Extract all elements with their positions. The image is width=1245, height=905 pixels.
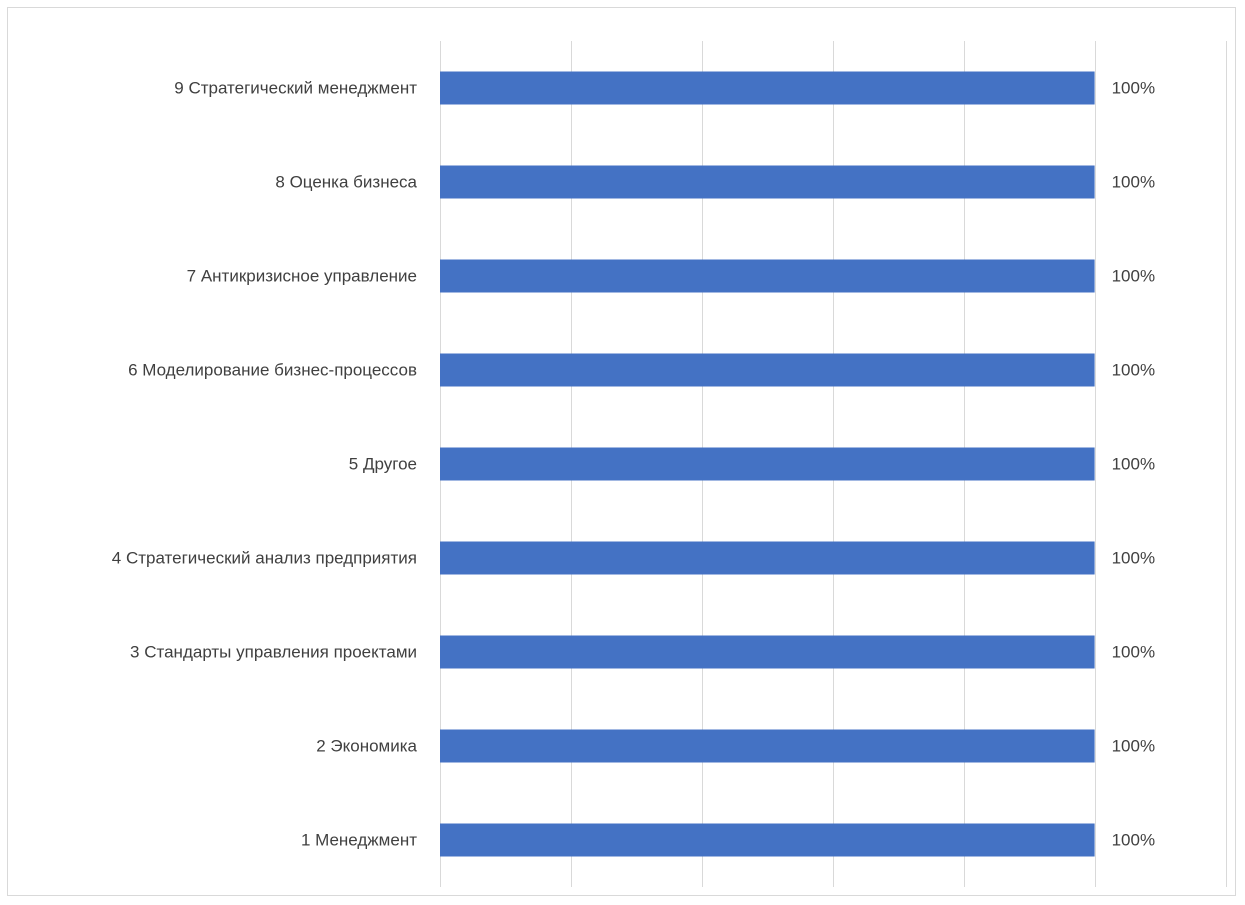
bars xyxy=(440,71,1095,857)
data-label-7: 100% xyxy=(1112,267,1155,286)
bar-9 xyxy=(440,71,1095,105)
category-labels: 9 Стратегический менеджмент 8 Оценка бизн… xyxy=(112,79,418,850)
category-label-2: 2 Экономика xyxy=(316,737,417,756)
data-label-4: 100% xyxy=(1112,549,1155,568)
category-label-5: 5 Другое xyxy=(349,455,417,474)
category-label-8: 8 Оценка бизнеса xyxy=(275,173,417,192)
data-label-3: 100% xyxy=(1112,643,1155,662)
category-label-1: 1 Менеджмент xyxy=(301,831,417,850)
bar-2 xyxy=(440,729,1095,763)
category-label-9: 9 Стратегический менеджмент xyxy=(174,79,417,98)
bar-3 xyxy=(440,635,1095,669)
data-label-1: 100% xyxy=(1112,831,1155,850)
data-label-8: 100% xyxy=(1112,173,1155,192)
data-label-5: 100% xyxy=(1112,455,1155,474)
bar-chart: 9 Стратегический менеджмент 8 Оценка бизн… xyxy=(112,41,1227,887)
data-labels: 100% 100% 100% 100% 100% 100% 100% 100% 100% xyxy=(1112,79,1155,850)
data-label-6: 100% xyxy=(1112,361,1155,380)
data-label-2: 100% xyxy=(1112,737,1155,756)
data-label-9: 100% xyxy=(1112,79,1155,98)
category-label-6: 6 Моделирование бизнес-процессов xyxy=(128,361,417,380)
category-label-3: 3 Стандарты управления проектами xyxy=(130,643,417,662)
bar-7 xyxy=(440,259,1095,293)
bar-8 xyxy=(440,165,1095,199)
category-label-7: 7 Антикризисное управление xyxy=(187,267,417,286)
bar-4 xyxy=(440,541,1095,575)
bar-5 xyxy=(440,447,1095,481)
bar-1 xyxy=(440,823,1095,857)
bar-6 xyxy=(440,353,1095,387)
chart-frame: 9 Стратегический менеджмент 8 Оценка бизн… xyxy=(7,7,1236,896)
category-label-4: 4 Стратегический анализ предприятия xyxy=(112,549,417,568)
